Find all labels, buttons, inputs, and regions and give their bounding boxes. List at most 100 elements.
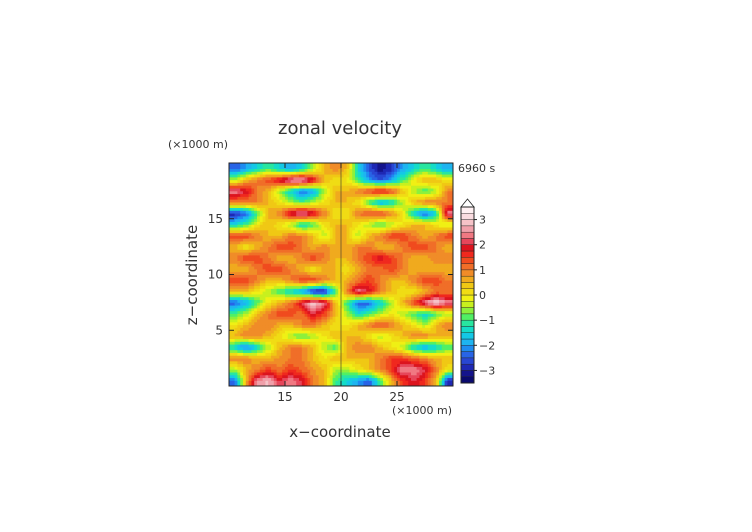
heatmap-cell [290,352,294,356]
heatmap-cell [290,377,294,381]
heatmap-cell [240,246,244,250]
heatmap-cell [402,349,406,353]
heatmap-cell [248,268,252,273]
heatmap-cell [262,294,266,298]
heatmap-cell [293,355,297,359]
heatmap-cell [444,355,448,359]
heatmap-cell [419,360,423,365]
heatmap-cell [282,302,286,306]
heatmap-cell [282,243,286,248]
heatmap-cell [332,341,336,345]
heatmap-cell [248,333,252,337]
heatmap-cell [349,232,353,236]
heatmap-cell [329,358,333,362]
heatmap-cell [254,282,258,287]
heatmap-cell [321,260,325,264]
heatmap-cell [441,360,445,365]
heatmap-cell [262,246,266,250]
heatmap-cell [413,277,417,281]
heatmap-cell [441,355,445,359]
heatmap-cell [394,252,398,256]
heatmap-cell [422,232,426,236]
heatmap-cell [231,374,235,379]
heatmap-cell [243,358,247,362]
heatmap-cell [321,377,325,381]
heatmap-cell [346,280,350,284]
heatmap-cell [402,341,406,345]
heatmap-cell [427,358,431,362]
heatmap-cell [425,302,429,306]
heatmap-cell [388,257,392,261]
heatmap-cell [254,358,258,362]
heatmap-cell [243,307,247,312]
heatmap-cell [279,241,283,245]
heatmap-cell [411,380,415,384]
heatmap-cell [335,257,339,261]
heatmap-cell [257,341,261,345]
heatmap-cell [231,260,235,264]
heatmap-cell [287,213,291,217]
heatmap-cell [441,319,445,323]
heatmap-cell [338,280,342,284]
heatmap-cell [307,263,311,267]
heatmap-cell [399,383,403,387]
heatmap-cell [338,263,342,267]
heatmap-cell [439,282,443,287]
heatmap-cell [366,349,370,353]
heatmap-cell [287,349,291,353]
heatmap-cell [371,224,375,228]
heatmap-cell [433,288,437,292]
heatmap-cell [399,257,403,261]
heatmap-cell [313,277,317,281]
heatmap-cell [285,277,289,281]
heatmap-cell [251,321,255,326]
heatmap-cell [229,335,233,340]
heatmap-cell [229,271,233,275]
heatmap-cell [265,246,269,250]
heatmap-cell [408,338,412,342]
heatmap-cell [301,252,305,256]
heatmap-cell [307,338,311,342]
heatmap-cell [251,333,255,337]
heatmap-cell [391,260,395,264]
heatmap-cell [374,330,378,334]
heatmap-cell [360,260,364,264]
heatmap-cell [408,333,412,337]
heatmap-cell [327,218,331,222]
heatmap-cell [349,358,353,362]
heatmap-cell [352,277,356,281]
heatmap-cell [251,241,255,245]
heatmap-cell [248,238,252,242]
heatmap-cell [383,263,387,267]
heatmap-cell [229,277,233,281]
heatmap-cell [366,313,370,317]
heatmap-cell [254,313,258,317]
heatmap-cell [304,333,308,337]
heatmap-cell [279,310,283,314]
heatmap-cell [240,341,244,345]
heatmap-cell [234,285,238,289]
heatmap-cell [343,355,347,359]
heatmap-cell [229,374,233,379]
heatmap-cell [385,277,389,281]
heatmap-cell [282,218,286,222]
heatmap-cell [436,344,440,348]
heatmap-cell [315,363,319,367]
heatmap-cell [296,274,300,278]
heatmap-cell [441,338,445,342]
heatmap-cell [248,215,252,220]
heatmap-cell [332,363,336,367]
heatmap-cell [374,243,378,248]
heatmap-cell [265,316,269,320]
heatmap-cell [245,302,249,306]
heatmap-cell [436,224,440,228]
heatmap-cell [245,215,249,220]
heatmap-cell [324,260,328,264]
heatmap-cell [408,377,412,381]
heatmap-cell [290,330,294,334]
heatmap-cell [436,305,440,309]
heatmap-cell [346,374,350,379]
heatmap-cell [422,263,426,267]
heatmap-cell [231,327,235,331]
heatmap-cell [385,280,389,284]
